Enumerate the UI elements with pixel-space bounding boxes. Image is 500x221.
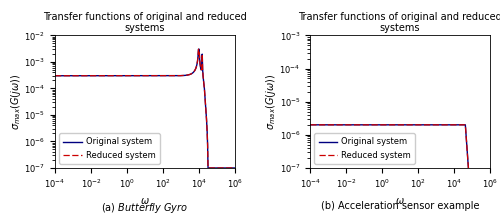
Reduced system <box>186 73 192 76</box>
Reduced system <box>232 167 238 169</box>
Original system <box>186 73 192 76</box>
Original system <box>307 124 313 126</box>
Reduced system <box>205 167 211 169</box>
Original system <box>160 74 166 77</box>
X-axis label: $\omega$: $\omega$ <box>396 196 405 206</box>
Title: Transfer functions of original and reduced
systems: Transfer functions of original and reduc… <box>298 11 500 33</box>
Reduced system <box>84 74 90 77</box>
Reduced system <box>415 124 421 126</box>
Reduced system <box>442 124 448 126</box>
Legend: Original system, Reduced system: Original system, Reduced system <box>314 133 415 164</box>
Reduced system <box>340 124 346 126</box>
Original system <box>196 48 202 51</box>
Original system <box>376 124 382 126</box>
Original system <box>442 124 448 126</box>
Reduced system <box>468 200 474 202</box>
Reduced system <box>120 74 126 77</box>
Line: Original system: Original system <box>55 49 235 168</box>
Reduced system <box>424 124 430 126</box>
Reduced system <box>169 74 175 77</box>
Original system <box>200 71 206 74</box>
Reduced system <box>307 124 313 126</box>
Original system <box>415 124 421 126</box>
X-axis label: $\omega$: $\omega$ <box>140 196 149 206</box>
Reduced system <box>376 124 382 126</box>
Line: Original system: Original system <box>310 125 490 201</box>
Reduced system <box>52 74 58 77</box>
Original system <box>84 74 90 77</box>
Original system <box>205 167 211 169</box>
Reduced system <box>487 200 493 202</box>
Original system <box>169 74 175 77</box>
Title: Transfer functions of original and reduced
systems: Transfer functions of original and reduc… <box>43 11 247 33</box>
Original system <box>340 124 346 126</box>
Original system <box>424 124 430 126</box>
Reduced system <box>200 71 206 74</box>
Original system <box>232 167 238 169</box>
Reduced system <box>455 124 461 126</box>
Y-axis label: $\sigma_{max}(G(j\omega))$: $\sigma_{max}(G(j\omega))$ <box>264 74 278 130</box>
Original system <box>120 74 126 77</box>
Original system <box>487 200 493 202</box>
Reduced system <box>160 74 166 77</box>
Text: (b) Acceleration sensor example: (b) Acceleration sensor example <box>321 201 480 211</box>
Original system <box>52 74 58 77</box>
Original system <box>468 200 474 202</box>
Original system <box>455 124 461 126</box>
Y-axis label: $\sigma_{max}(G(j\omega))$: $\sigma_{max}(G(j\omega))$ <box>9 74 23 130</box>
Line: Reduced system: Reduced system <box>55 49 235 168</box>
Legend: Original system, Reduced system: Original system, Reduced system <box>59 133 160 164</box>
Text: (a) $\it{Butterfly\ Gyro}$: (a) $\it{Butterfly\ Gyro}$ <box>102 201 188 215</box>
Reduced system <box>196 48 202 51</box>
Line: Reduced system: Reduced system <box>310 125 490 201</box>
